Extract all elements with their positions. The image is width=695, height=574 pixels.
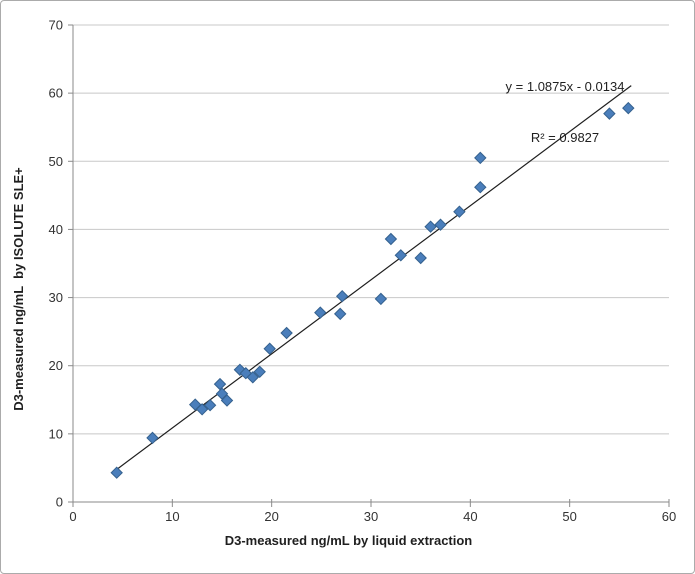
data-point-27	[622, 101, 635, 115]
data-point-23	[453, 205, 466, 218]
data-point-17	[374, 292, 388, 306]
x-tick-label-30: 30	[364, 509, 378, 524]
x-tick-label-60: 60	[662, 509, 676, 524]
data-point-25	[474, 151, 487, 165]
y-tick-label-70: 70	[49, 18, 63, 33]
y-tick-label-60: 60	[49, 86, 63, 101]
data-point-18	[384, 232, 398, 246]
y-tick-label-50: 50	[49, 154, 63, 169]
y-axis-title: D3-measured ng/mL by ISOLUTE SLE+	[11, 167, 26, 411]
data-point-19	[394, 249, 408, 262]
data-point-14	[314, 306, 327, 319]
data-point-20	[414, 251, 427, 265]
x-tick-label-50: 50	[562, 509, 576, 524]
x-axis-title: D3-measured ng/mL by liquid extraction	[224, 533, 473, 548]
y-tick-label-40: 40	[49, 222, 63, 237]
data-point-11	[253, 365, 266, 379]
data-point-22	[434, 218, 447, 231]
data-point-0	[110, 466, 123, 479]
data-point-13	[280, 326, 293, 340]
data-point-15	[333, 307, 347, 321]
data-point-24	[474, 180, 487, 194]
data-point-10	[246, 371, 260, 384]
x-tick-label-0: 0	[69, 509, 76, 524]
x-tick-label-20: 20	[264, 509, 278, 524]
data-point-4	[203, 398, 217, 412]
data-point-5	[213, 377, 227, 391]
data-point-16	[335, 289, 349, 303]
y-tick-label-0: 0	[56, 495, 63, 510]
trendline-equation: y = 1.0875x - 0.0134	[505, 79, 625, 94]
x-tick-label-10: 10	[165, 509, 179, 524]
trendline-annotation: y = 1.0875x - 0.0134 R² = 0.9827	[464, 44, 666, 180]
data-point-26	[603, 107, 616, 120]
data-point-12	[263, 342, 276, 355]
y-tick-label-30: 30	[49, 290, 63, 305]
data-point-21	[424, 220, 437, 233]
y-tick-label-20: 20	[49, 358, 63, 373]
x-tick-label-40: 40	[463, 509, 477, 524]
data-point-7	[220, 394, 234, 407]
data-point-6	[215, 387, 229, 400]
r-squared-value: R² = 0.9827	[530, 130, 600, 145]
y-tick-label-10: 10	[49, 426, 63, 441]
data-point-3	[195, 403, 209, 416]
data-point-1	[146, 431, 159, 445]
